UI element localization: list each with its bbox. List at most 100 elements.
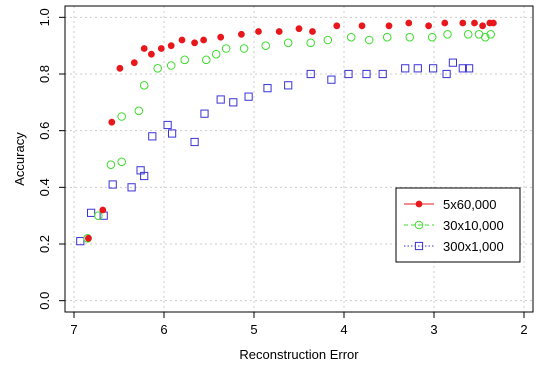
data-point-3: [458, 64, 467, 73]
data-point-2: [166, 61, 176, 70]
y-tick-label: 0.8: [37, 65, 52, 83]
data-point-2: [463, 30, 473, 39]
data-point-2: [346, 32, 356, 42]
data-point-2: [382, 32, 392, 42]
data-point-1: [130, 59, 138, 67]
x-tick-label: 4: [340, 322, 347, 337]
data-point-3: [168, 129, 177, 138]
data-point-1: [167, 42, 175, 50]
data-point-2: [153, 64, 162, 73]
data-point-2: [323, 35, 333, 45]
data-point-1: [489, 19, 497, 27]
data-point-3: [442, 69, 451, 79]
data-point-3: [76, 237, 85, 246]
data-point-1: [405, 19, 413, 27]
data-point-2: [139, 81, 149, 90]
data-point-2: [427, 32, 437, 42]
data-point-3: [200, 109, 209, 118]
x-tick-label: 5: [250, 322, 257, 337]
x-tick-label: 6: [160, 322, 167, 337]
data-point-2: [221, 44, 231, 53]
x-tick-label: 7: [70, 322, 77, 337]
data-points: [76, 19, 497, 246]
data-point-2: [134, 106, 144, 116]
data-point-1: [275, 28, 283, 35]
data-point-3: [148, 132, 157, 141]
data-point-3: [140, 171, 149, 181]
data-point-1: [441, 19, 449, 27]
data-point-1: [140, 45, 148, 52]
data-point-1: [237, 30, 245, 38]
data-point-2: [443, 30, 452, 39]
data-point-3: [378, 69, 387, 79]
data-point-1: [157, 45, 165, 52]
data-point-2: [283, 38, 293, 48]
legend-marker-1: [415, 200, 423, 208]
data-point-3: [163, 120, 172, 130]
data-point-2: [202, 55, 211, 65]
axes: 7 6 5 4 3 2 0.0 0.2 0.4 0.6 0.8 1.0: [37, 8, 528, 337]
data-point-1: [459, 19, 467, 27]
data-point-1: [309, 28, 316, 35]
grid: [65, 6, 533, 312]
y-tick-label: 1.0: [37, 8, 52, 26]
y-tick-label: 0.4: [37, 178, 52, 196]
data-point-3: [429, 64, 438, 73]
data-point-3: [244, 92, 253, 101]
data-point-1: [471, 19, 478, 27]
data-point-3: [362, 69, 371, 79]
data-point-1: [85, 234, 92, 242]
data-point-3: [229, 98, 238, 107]
data-point-1: [358, 22, 366, 30]
data-point-3: [465, 64, 474, 73]
data-point-2: [364, 35, 374, 45]
data-point-2: [94, 211, 103, 220]
data-point-2: [261, 41, 271, 50]
data-point-2: [180, 55, 189, 65]
data-point-2: [106, 160, 116, 169]
data-point-1: [147, 50, 155, 58]
legend-marker-2: [414, 220, 424, 230]
data-point-1: [255, 28, 262, 35]
data-point-1: [200, 36, 208, 44]
data-point-3: [284, 81, 293, 90]
data-point-2: [239, 44, 249, 53]
data-point-2: [117, 112, 126, 121]
y-tick-label: 0.2: [37, 235, 52, 253]
data-point-1: [479, 22, 487, 30]
data-point-2: [486, 30, 496, 39]
data-point-1: [178, 36, 186, 44]
data-point-1: [385, 22, 393, 30]
legend-marker-3: [414, 241, 424, 251]
data-point-3: [306, 69, 315, 79]
data-point-2: [481, 32, 490, 42]
x-tick-label: 3: [430, 322, 437, 337]
data-point-1: [191, 39, 199, 47]
data-point-1: [99, 206, 107, 214]
data-point-3: [216, 95, 225, 104]
data-point-3: [327, 75, 336, 84]
legend-label-1: 5x60,000: [443, 197, 497, 212]
data-point-1: [108, 118, 116, 126]
data-point-3: [344, 69, 353, 79]
data-point-1: [333, 22, 341, 30]
data-point-3: [190, 137, 199, 147]
data-point-2: [306, 38, 316, 48]
data-point-3: [263, 84, 272, 93]
data-point-2: [405, 32, 415, 42]
data-point-3: [448, 58, 457, 67]
data-point-1: [217, 33, 225, 41]
y-tick-label: 0.6: [37, 122, 52, 140]
data-point-1: [295, 25, 303, 33]
plot-frame: [64, 5, 534, 313]
y-tick-label: 0.0: [37, 292, 52, 310]
data-point-2: [117, 157, 126, 167]
legend: 5x60,000 30x10,000 300x1,000: [395, 187, 521, 263]
x-axis-title: Reconstruction Error: [239, 347, 359, 362]
data-point-3: [87, 208, 96, 217]
data-point-3: [127, 183, 136, 192]
data-point-2: [211, 49, 221, 59]
x-tick-label: 2: [520, 322, 527, 337]
y-axis-title: Accuracy: [12, 132, 27, 186]
